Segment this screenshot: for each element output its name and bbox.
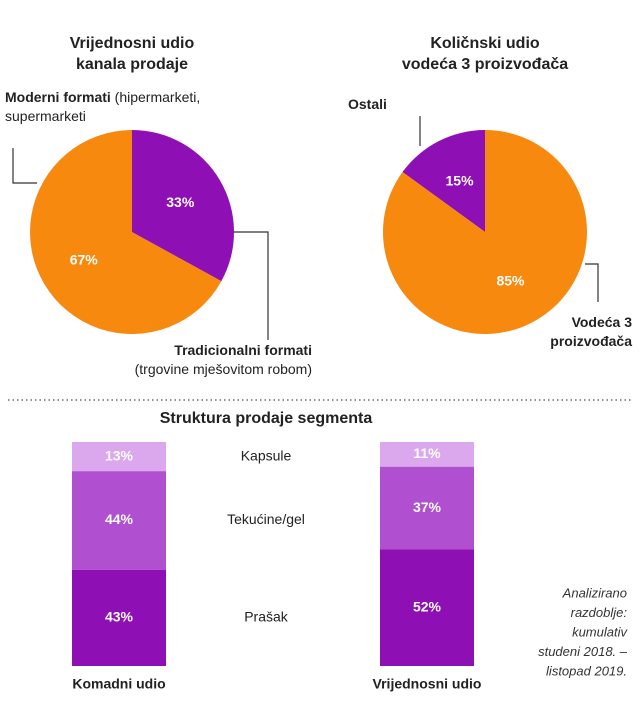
category-name: Tradicionalni formati [174, 342, 312, 358]
leader-line [585, 263, 599, 302]
bar-label: 44% [105, 511, 134, 527]
bar-segment [72, 442, 166, 472]
category-label: Moderni formati (hipermarketi, supermark… [5, 88, 245, 126]
bar-label: 37% [413, 499, 442, 515]
pie-slice [402, 130, 485, 232]
slice-label: 67% [70, 251, 99, 267]
legend-label: Tekućine/gel [227, 511, 305, 527]
annotation: listopad 2019. [546, 663, 627, 678]
pie-slice [30, 130, 222, 334]
category-name: Moderni formati [5, 89, 111, 105]
category-name: Ostali [348, 96, 387, 112]
chart-title: kanala prodaje [76, 56, 188, 73]
annotation: Analizirano [562, 585, 627, 600]
chart-title: Količnski udio [430, 35, 540, 52]
category-label: Ostali [348, 95, 387, 114]
category-label: Tradicionalni formati (trgovine mješovito… [52, 341, 312, 379]
category-label: Vodeća 3 proizvođača [537, 313, 632, 351]
bar-segment [380, 549, 474, 666]
bar-label: 11% [413, 445, 441, 461]
bar-segment [72, 569, 166, 666]
x-tick-label: Vrijednosni udio [373, 676, 482, 692]
bar-label: 52% [413, 598, 442, 614]
pie-slice [132, 130, 235, 282]
legend-label: Prašak [244, 609, 289, 625]
pie-slice [382, 130, 587, 334]
bar-label: 13% [105, 447, 134, 463]
category-name: Vodeća 3 proizvođača [550, 314, 632, 349]
category-note: (hipermarketi, supermarketi [5, 89, 201, 124]
annotation: studeni 2018. – [538, 644, 628, 659]
annotation: razdoblje: [571, 605, 628, 620]
slice-label: 33% [166, 194, 195, 210]
bar-label: 43% [105, 609, 134, 625]
chart-title: vodeća 3 proizvođača [402, 56, 568, 73]
x-tick-label: Komadni udio [72, 676, 165, 692]
bar-segment [380, 466, 474, 550]
leader-line [12, 148, 37, 184]
bar-segment [72, 471, 166, 570]
slice-label: 85% [496, 273, 525, 289]
category-note: (trgovine mješovitom robom) [134, 361, 312, 377]
chart-title: Vrijednosni udio [70, 35, 195, 52]
annotation: kumulativ [572, 624, 628, 639]
slice-label: 15% [446, 173, 475, 189]
bar-segment [380, 442, 474, 467]
chart-title: Struktura prodaje segmenta [160, 410, 373, 427]
legend-label: Kapsule [241, 447, 292, 463]
